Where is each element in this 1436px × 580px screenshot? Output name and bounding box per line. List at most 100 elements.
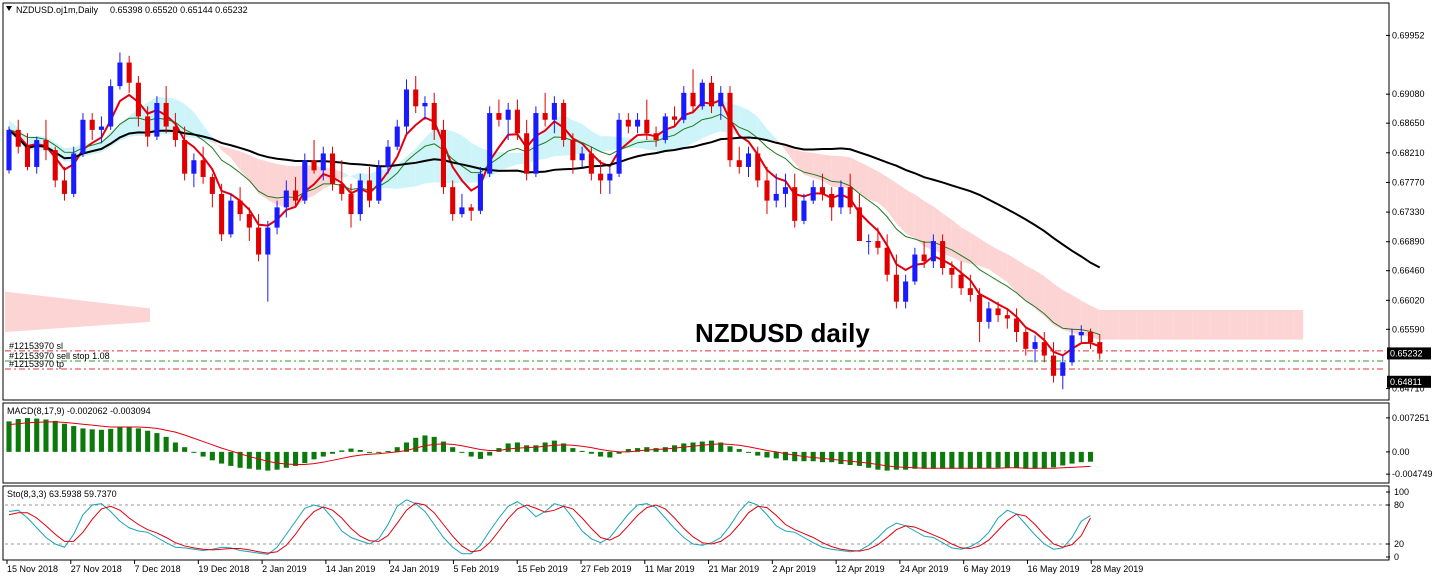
- macd-bar: [145, 430, 151, 452]
- macd-bar: [607, 451, 613, 458]
- candle-body: [1014, 318, 1020, 332]
- cloud-segment: [748, 110, 758, 139]
- candle-body: [80, 119, 86, 154]
- symbol-header: NZDUSD.oj1m,Daily 0.65398 0.65520 0.6514…: [6, 5, 248, 15]
- cloud-segment: [1109, 310, 1119, 340]
- cloud-segment: [1164, 310, 1174, 340]
- cloud-segment: [1247, 310, 1257, 340]
- order-line-label: #12153970 sl: [9, 341, 63, 351]
- cloud-segment: [896, 183, 906, 234]
- candle-body: [1078, 332, 1084, 336]
- candle-body: [792, 187, 798, 221]
- macd-signal-line: [8, 421, 1091, 469]
- cloud-segment: [1284, 310, 1294, 340]
- candle-body: [182, 140, 188, 174]
- stoch-tick-label: 0: [1394, 552, 1399, 562]
- cloud-segment: [508, 152, 518, 168]
- cloud-segment: [850, 157, 860, 194]
- date-tick-label: 14 Jan 2019: [326, 564, 376, 574]
- cloud-segment: [868, 166, 878, 203]
- candle-body: [708, 82, 715, 107]
- macd-bar: [819, 451, 825, 463]
- price-tick-label: 0.65590: [1392, 324, 1425, 334]
- stoch-panel-frame: [2, 485, 1390, 561]
- macd-bar: [135, 428, 141, 452]
- macd-bar: [616, 451, 622, 454]
- candle-body: [653, 133, 659, 140]
- cloud-segment: [970, 232, 980, 267]
- macd-bar: [625, 449, 631, 452]
- cloud-segment: [757, 116, 767, 140]
- macd-bar: [1004, 451, 1010, 468]
- macd-bar: [708, 440, 715, 452]
- stoch-tick-label: 20: [1394, 539, 1404, 549]
- candle-body: [431, 102, 437, 130]
- candle-body: [366, 180, 373, 201]
- macd-bar: [117, 427, 123, 452]
- cloud-segment: [1025, 265, 1036, 309]
- macd-bar: [366, 451, 373, 453]
- candle-body: [967, 288, 973, 295]
- date-tick-label: 21 Mar 2019: [709, 564, 760, 574]
- cloud-segment: [1007, 254, 1017, 293]
- macd-bar: [579, 450, 585, 452]
- macd-bar: [293, 451, 299, 466]
- cloud-segment: [452, 131, 462, 184]
- candle-body: [376, 166, 382, 201]
- candle-body: [246, 214, 252, 228]
- candle-body: [6, 129, 12, 171]
- chart-annotation: NZDUSD daily: [695, 318, 870, 348]
- macd-bar: [773, 451, 779, 459]
- cloud-segment: [988, 244, 999, 276]
- candle-body: [662, 116, 668, 140]
- cloud-segment: [203, 125, 213, 143]
- macd-bar: [154, 433, 160, 452]
- candle-body: [1004, 315, 1010, 319]
- price-tick-label: 0.68210: [1392, 148, 1425, 158]
- candle-body: [977, 294, 983, 322]
- macd-bar: [108, 428, 114, 452]
- candle-body: [884, 247, 890, 275]
- cloud-segment: [1035, 270, 1045, 317]
- candle-body: [15, 129, 21, 147]
- macd-bar: [71, 426, 77, 452]
- macd-bar: [200, 451, 206, 457]
- candle-body: [1069, 335, 1075, 363]
- candle-body: [1060, 362, 1066, 376]
- price-tick-label: 0.69952: [1392, 30, 1425, 40]
- macd-bar: [893, 451, 899, 470]
- candle-body: [339, 183, 345, 194]
- candle-body: [866, 241, 872, 243]
- ma-line-ema_slow: [8, 129, 1101, 269]
- macd-bar: [6, 421, 12, 452]
- cloud-segment: [951, 219, 962, 262]
- candle-body: [681, 92, 687, 120]
- order-line-label: #12153970 tp: [9, 359, 64, 369]
- cloud-segment: [221, 146, 231, 158]
- order-lines: #12153970 sl#12153970 sell stop 1.08#121…: [5, 341, 1386, 370]
- cloud-segment: [1256, 310, 1267, 340]
- macd-bar: [856, 451, 862, 466]
- macd-bar: [598, 451, 604, 457]
- candle-body: [394, 126, 400, 147]
- macd-bar: [61, 423, 68, 452]
- macd-bar: [394, 447, 400, 452]
- cloud-segment: [646, 136, 657, 151]
- macd-bar: [995, 451, 1001, 468]
- stoch-main-line: [8, 499, 1091, 555]
- candle-body: [256, 227, 262, 255]
- cloud-segment: [1099, 310, 1109, 340]
- macd-bar: [782, 451, 789, 461]
- candle-body: [986, 308, 992, 322]
- macd-bar: [413, 437, 419, 452]
- macd-bar: [949, 451, 955, 469]
- date-tick-label: 27 Feb 2019: [581, 564, 632, 574]
- cloud-segment: [591, 131, 601, 152]
- macd-bar: [89, 429, 95, 452]
- cloud-segment: [1016, 259, 1026, 302]
- candle-body: [24, 146, 31, 167]
- macd-bar: [209, 451, 215, 461]
- candle-body: [958, 274, 964, 289]
- candle-body: [616, 119, 622, 174]
